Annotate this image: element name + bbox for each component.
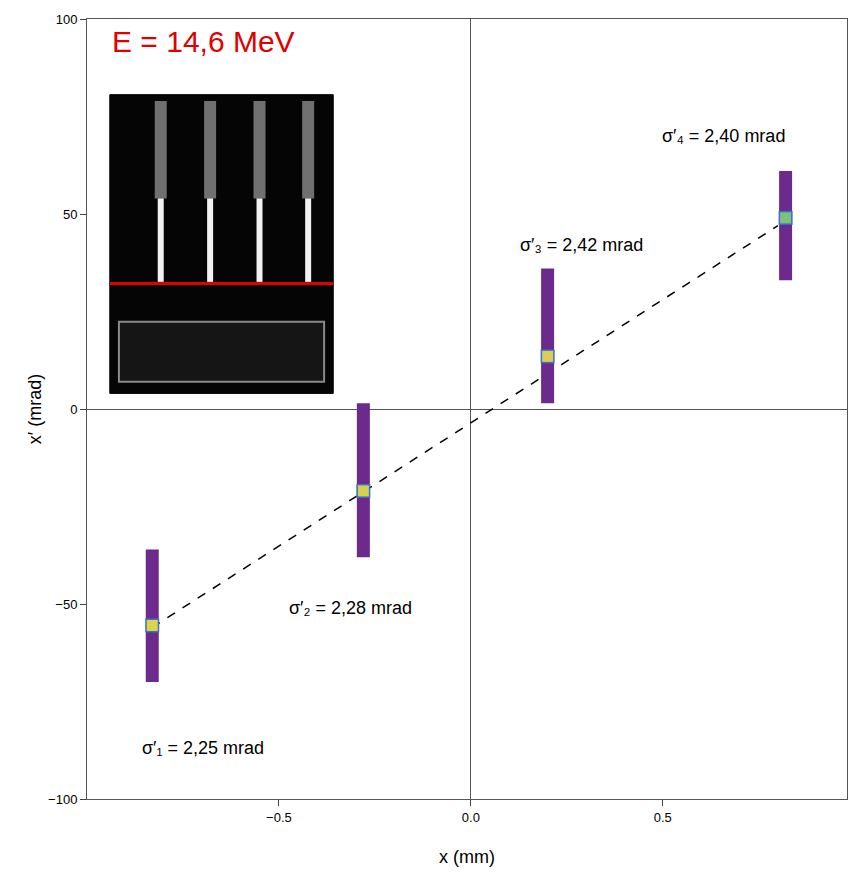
svg-text:0.0: 0.0 [462,810,480,825]
svg-text:0: 0 [70,402,77,417]
svg-text:x (mm): x (mm) [439,847,495,867]
svg-text:x′ (mrad): x′ (mrad) [25,374,45,444]
svg-text:−0.5: −0.5 [266,810,292,825]
svg-text:0.5: 0.5 [654,810,672,825]
svg-text:−50: −50 [55,597,77,612]
svg-text:σ′₄ = 2,40 mrad: σ′₄ = 2,40 mrad [662,126,785,146]
svg-text:100: 100 [56,12,78,27]
svg-text:−100: −100 [48,792,77,807]
svg-text:σ′₃ = 2,42 mrad: σ′₃ = 2,42 mrad [520,235,643,255]
svg-text:E = 14,6 MeV: E = 14,6 MeV [112,25,295,58]
svg-text:σ′₂ = 2,28 mrad: σ′₂ = 2,28 mrad [289,598,412,618]
svg-text:50: 50 [63,207,77,222]
svg-text:σ′₁ = 2,25 mrad: σ′₁ = 2,25 mrad [142,738,264,758]
